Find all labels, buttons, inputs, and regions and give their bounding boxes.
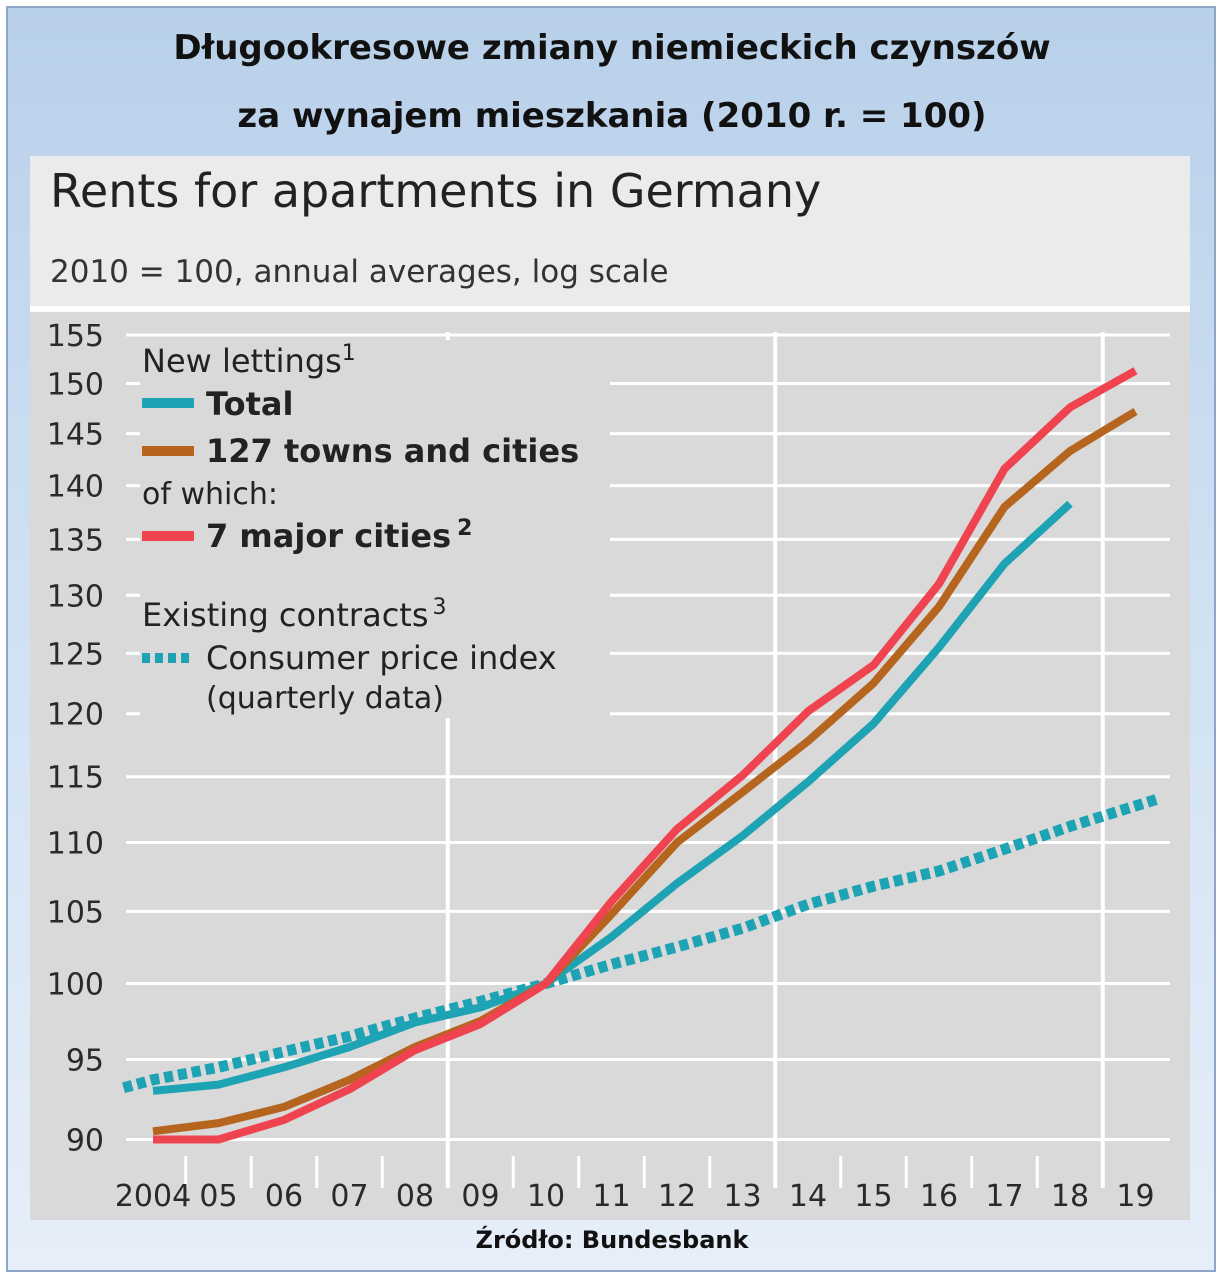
chart-header: Rents for apartments in Germany 2010 = 1…	[30, 156, 1190, 306]
chart-subtitle: 2010 = 100, annual averages, log scale	[50, 254, 669, 290]
y-tick-label: 125	[47, 637, 104, 672]
x-tick-label: 18	[1051, 1179, 1089, 1214]
x-tick-label: 17	[985, 1179, 1023, 1214]
x-tick-label: 16	[920, 1179, 958, 1214]
y-axis-tick-labels: 155 150 145 140 135 130 125 120 115 110 105 100 95 90	[47, 319, 104, 1158]
series-lines	[122, 367, 1161, 1144]
y-tick-label: 130	[47, 579, 104, 614]
x-tick-label: 10	[527, 1179, 565, 1214]
y-tick-label: 135	[47, 523, 104, 558]
legend-footnote-2: 2	[457, 516, 472, 541]
legend-background	[140, 340, 610, 718]
legend-heading-existing-contracts: Existing contracts 3	[142, 595, 447, 634]
x-tick-label: 14	[789, 1179, 827, 1214]
x-tick-label: 09	[461, 1179, 499, 1214]
legend-label-total: Total	[206, 385, 293, 423]
line-chart: 1551501451401351301251201151101051009590…	[47, 319, 1170, 1214]
series-line-total	[152, 500, 1073, 1095]
x-tick-label: 11	[592, 1179, 630, 1214]
legend-label-cpi: Consumer price index	[206, 639, 557, 677]
y-tick-label: 90	[66, 1123, 104, 1158]
series-line-major	[153, 367, 1138, 1144]
series-line-cpi	[122, 793, 1161, 1094]
x-tick-label: 06	[265, 1179, 303, 1214]
legend-footnote-1: 1	[342, 341, 356, 366]
legend-of-which: of which:	[142, 477, 278, 512]
y-tick-label: 150	[47, 367, 104, 402]
chart-card: Rents for apartments in Germany 2010 = 1…	[30, 156, 1190, 1220]
x-tick-label: 13	[723, 1179, 761, 1214]
chart-title: Rents for apartments in Germany	[50, 164, 822, 218]
figure-title-line-1: Długookresowe zmiany niemieckich czynszó…	[173, 28, 1051, 68]
x-tick-label: 07	[330, 1179, 368, 1214]
y-tick-label: 145	[47, 418, 104, 453]
y-tick-label: 115	[47, 761, 104, 796]
y-tick-label: 155	[47, 319, 104, 354]
x-tick-label: 08	[396, 1179, 434, 1214]
x-tick-label: 05	[199, 1179, 237, 1214]
legend: New lettings1 Total 127 towns and cities…	[140, 340, 610, 718]
y-tick-label: 105	[47, 895, 104, 930]
source-note: Źródło: Bundesbank	[475, 1226, 749, 1254]
y-tick-label: 140	[47, 470, 104, 505]
x-tick-label: 15	[854, 1179, 892, 1214]
header-divider	[30, 306, 1190, 312]
x-axis-tick-labels: 2004 05 06 07 08 09 10 11 12 13 14 15 16 17 18 19	[115, 1179, 1155, 1214]
series-line-towns	[152, 407, 1138, 1136]
y-tick-label: 120	[47, 698, 104, 733]
y-tick-label: 110	[47, 826, 104, 861]
figure-title-line-2: za wynajem mieszkania (2010 r. = 100)	[237, 96, 987, 136]
legend-note-quarterly: (quarterly data)	[206, 681, 444, 716]
legend-heading-new-lettings: New lettings1	[142, 341, 356, 380]
legend-label-towns: 127 towns and cities	[206, 432, 579, 470]
y-tick-label: 100	[47, 968, 104, 1003]
y-tick-label: 95	[66, 1043, 104, 1078]
x-tick-label: 2004	[115, 1179, 191, 1214]
x-tick-label: 12	[658, 1179, 696, 1214]
x-tick-label: 19	[1116, 1179, 1154, 1214]
legend-label-major-cities: 7 major cities 2	[206, 516, 472, 555]
legend-footnote-3: 3	[433, 595, 447, 620]
